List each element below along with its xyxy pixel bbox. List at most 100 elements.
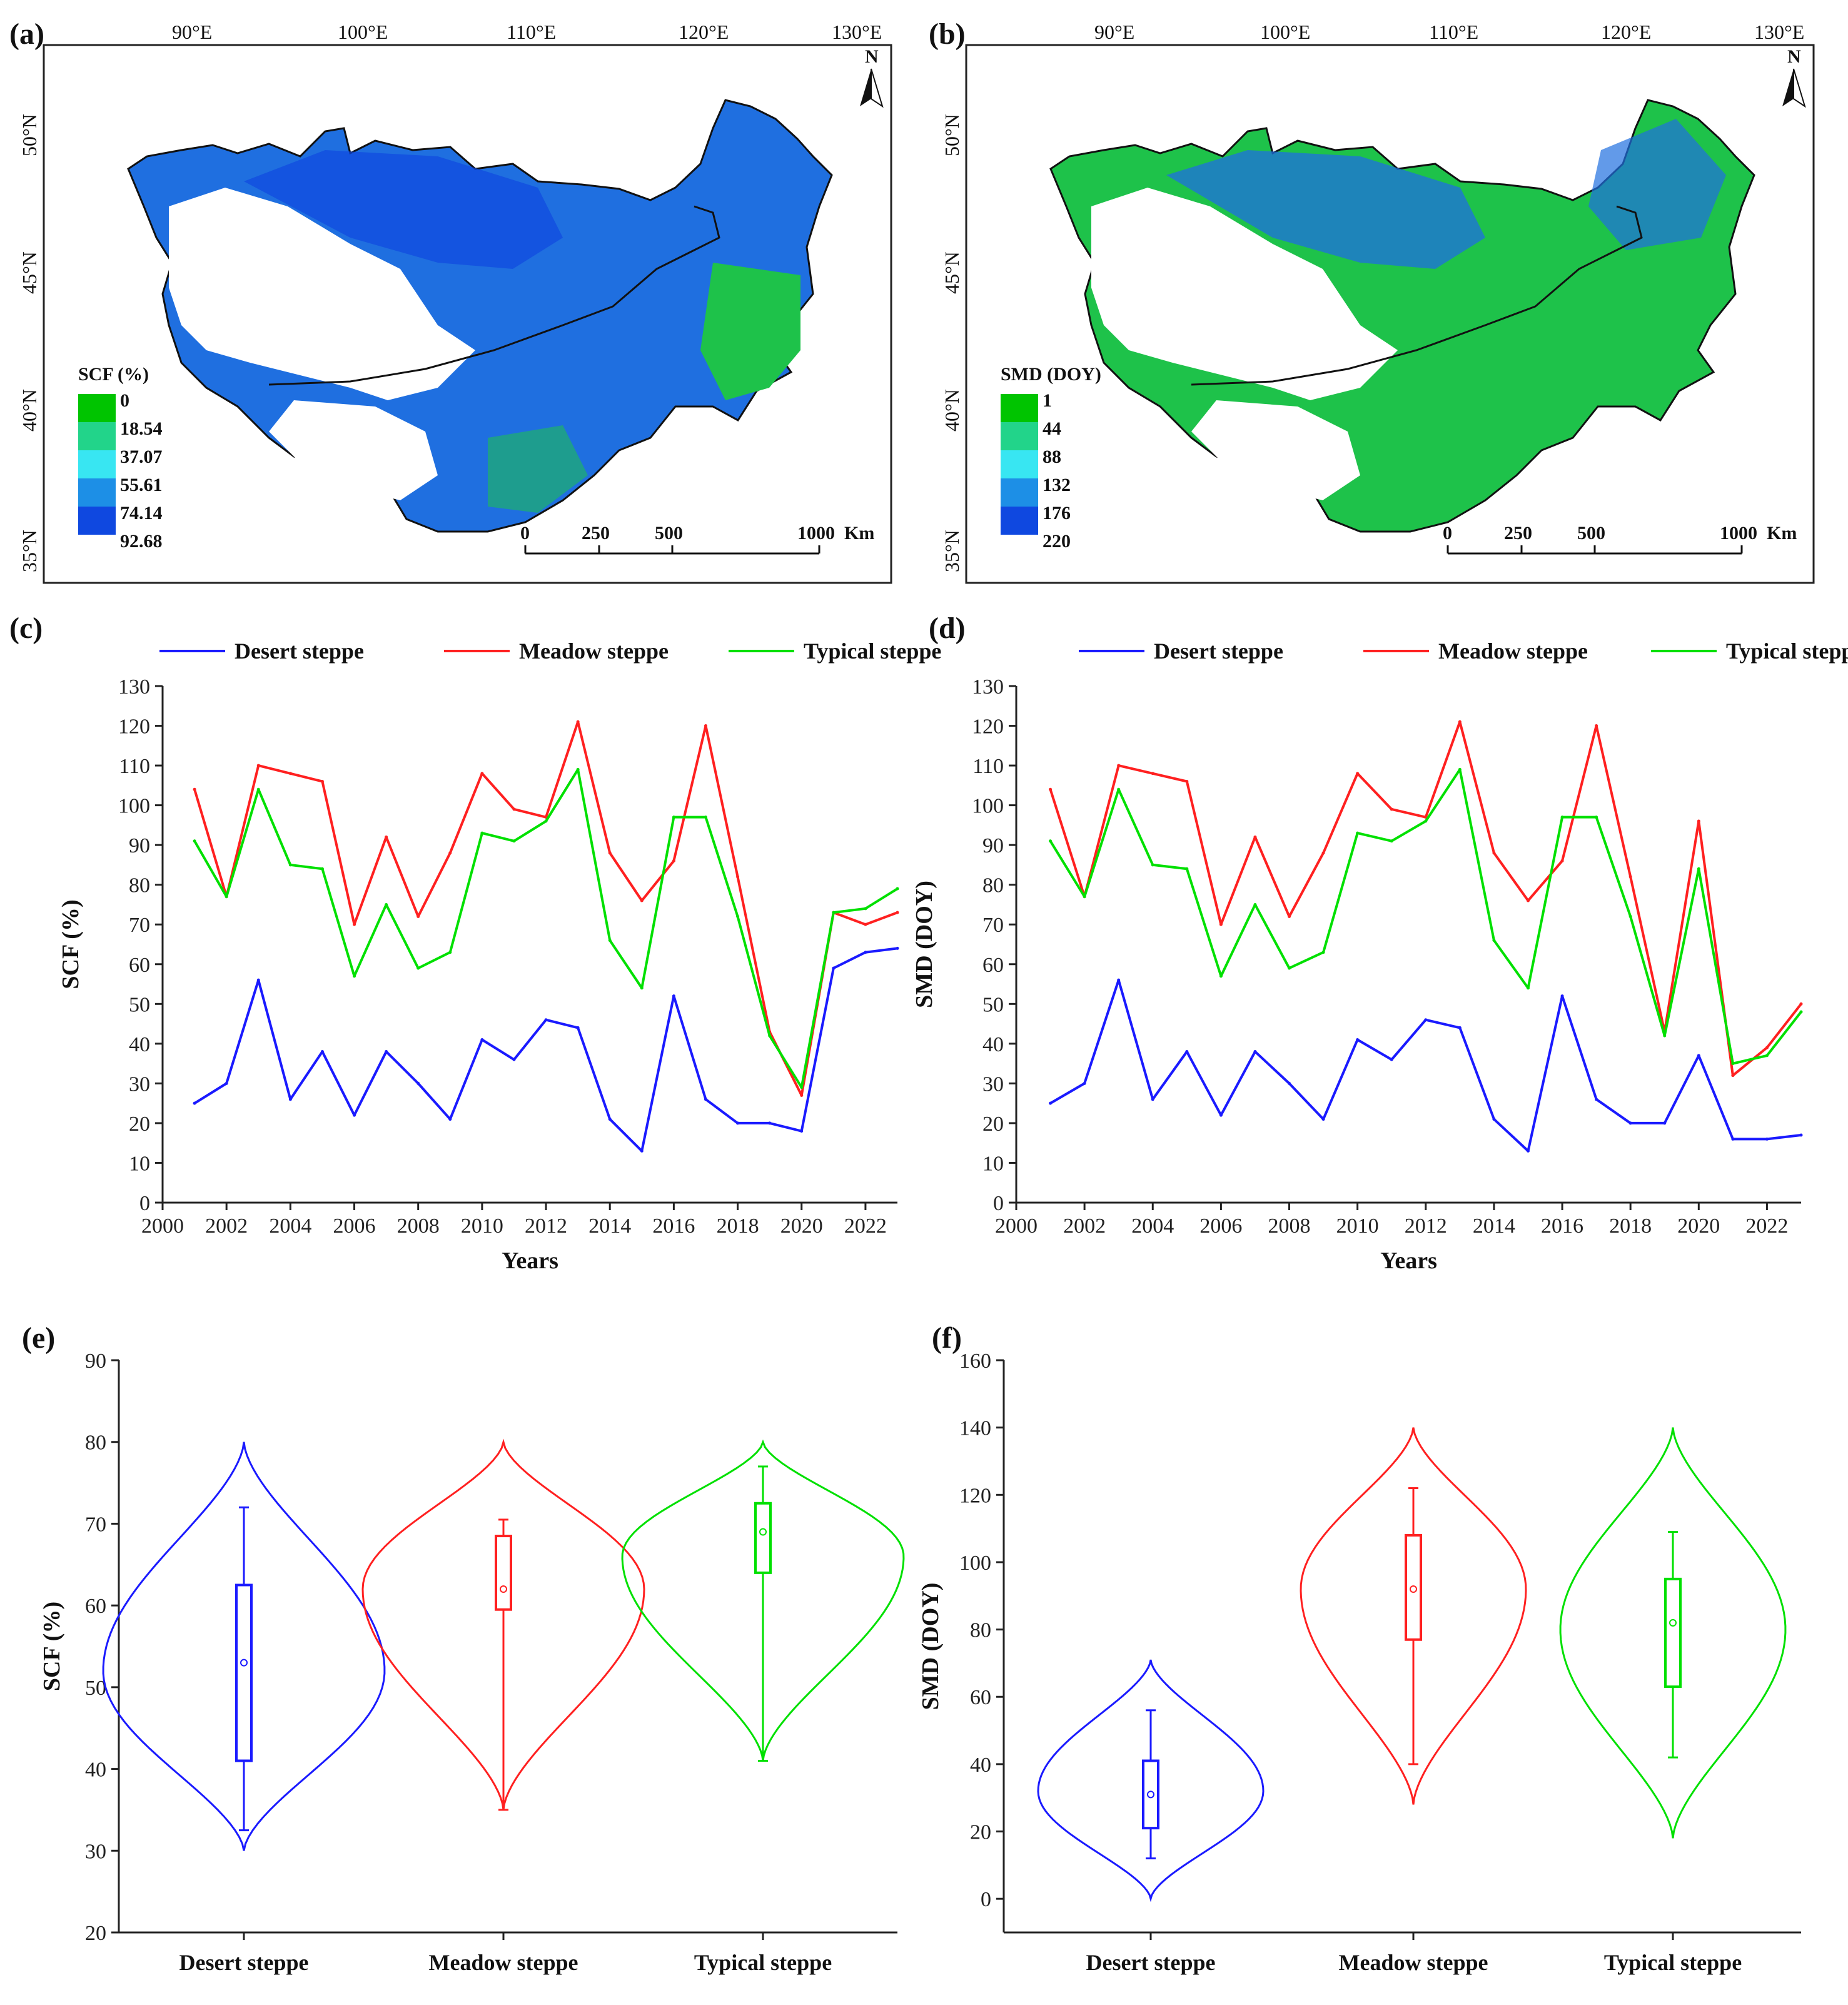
data-point-meadow-steppe bbox=[1526, 899, 1530, 902]
category-label-desert-steppe: Desert steppe bbox=[179, 1950, 309, 1975]
box-typical-steppe bbox=[754, 1502, 772, 1574]
violin-desert-steppe bbox=[1037, 1659, 1265, 1902]
category-label-desert-steppe: Desert steppe bbox=[1086, 1950, 1216, 1975]
data-point-desert-steppe bbox=[1697, 1054, 1700, 1058]
data-point-meadow-steppe bbox=[193, 787, 196, 791]
data-point-desert-steppe bbox=[225, 1081, 228, 1085]
x-tick-label: 2016 bbox=[652, 1215, 695, 1238]
y-tick-label: 40 bbox=[982, 1033, 1004, 1056]
box-desert-steppe bbox=[235, 1583, 253, 1762]
violin-typical-steppe bbox=[1559, 1427, 1787, 1839]
data-point-meadow-steppe bbox=[1595, 724, 1598, 728]
y-tick-label: 40 bbox=[85, 1759, 106, 1782]
y-tick-label: 10 bbox=[129, 1152, 150, 1175]
y-tick-label: 160 bbox=[959, 1350, 991, 1373]
data-point-typical-steppe bbox=[544, 819, 548, 823]
y-axis-label: SMD (DOY) bbox=[911, 881, 937, 1008]
data-point-desert-steppe bbox=[1356, 1038, 1360, 1041]
violin-meadow-steppe bbox=[1300, 1427, 1527, 1805]
data-point-desert-steppe bbox=[800, 1129, 804, 1133]
x-tick-label: 2020 bbox=[780, 1215, 823, 1238]
y-tick-label: 140 bbox=[959, 1417, 991, 1440]
data-point-desert-steppe bbox=[832, 966, 836, 970]
legend-swatch-a-1 bbox=[78, 394, 116, 422]
data-point-meadow-steppe bbox=[1288, 915, 1291, 919]
y-tick-label: 20 bbox=[85, 1922, 106, 1945]
y-tick-label: 90 bbox=[129, 834, 150, 857]
x-tick-label: 2012 bbox=[525, 1215, 567, 1238]
legend-swatch-b-2 bbox=[1001, 422, 1038, 450]
data-point-desert-steppe bbox=[480, 1038, 484, 1041]
legend-label-typical-steppe: Typical steppe bbox=[1726, 639, 1848, 664]
legend-swatch-b-1 bbox=[1001, 394, 1038, 422]
x-axis-label: Years bbox=[1380, 1248, 1437, 1274]
legend-swatch-b-4 bbox=[1001, 478, 1038, 507]
data-point-typical-steppe bbox=[1697, 867, 1700, 871]
data-point-meadow-steppe bbox=[1185, 779, 1189, 783]
legend-value-b-5: 176 bbox=[1043, 503, 1071, 523]
data-point-desert-steppe bbox=[1458, 1026, 1462, 1029]
data-point-typical-steppe bbox=[1356, 831, 1360, 835]
box-meadow-steppe bbox=[1405, 1533, 1422, 1641]
data-point-meadow-steppe bbox=[1321, 851, 1325, 855]
y-tick-label: 30 bbox=[982, 1073, 1004, 1096]
legend-swatch-b-5 bbox=[1001, 507, 1038, 535]
data-point-typical-steppe bbox=[225, 895, 228, 899]
y-tick-label: 20 bbox=[982, 1113, 1004, 1136]
data-point-desert-steppe bbox=[1526, 1149, 1530, 1153]
steppe-region-map-a bbox=[127, 99, 833, 533]
data-point-typical-steppe bbox=[832, 911, 836, 914]
north-label-a: N bbox=[865, 46, 879, 67]
data-point-meadow-steppe bbox=[896, 911, 899, 914]
data-point-desert-steppe bbox=[193, 1101, 196, 1105]
y-tick-label: 0 bbox=[993, 1192, 1004, 1215]
data-point-typical-steppe bbox=[1151, 863, 1154, 867]
legend-swatch-a-5 bbox=[78, 507, 116, 535]
panel-label: (c) bbox=[9, 612, 43, 645]
series-line-desert-steppe bbox=[1049, 979, 1802, 1153]
scale-label-b-km: Km bbox=[1767, 523, 1797, 543]
data-point-typical-steppe bbox=[1253, 902, 1257, 906]
panel-label-b: (b) bbox=[929, 18, 966, 51]
data-point-desert-steppe bbox=[385, 1050, 388, 1054]
legend-label-typical-steppe: Typical steppe bbox=[804, 639, 941, 664]
data-point-meadow-steppe bbox=[512, 807, 516, 811]
data-point-meadow-steppe bbox=[256, 764, 260, 767]
data-point-meadow-steppe bbox=[417, 915, 420, 919]
data-point-desert-steppe bbox=[608, 1118, 612, 1121]
data-point-meadow-steppe bbox=[1628, 875, 1632, 879]
lat-label-a-50: 50°N bbox=[18, 114, 41, 156]
y-tick-label: 70 bbox=[982, 914, 1004, 937]
map-frame-b bbox=[965, 44, 1815, 584]
data-point-desert-steppe bbox=[640, 1149, 644, 1153]
data-point-meadow-steppe bbox=[672, 859, 675, 863]
data-point-meadow-steppe bbox=[320, 779, 324, 783]
x-tick-label: 2004 bbox=[269, 1215, 311, 1238]
violin-desert-steppe bbox=[102, 1442, 386, 1851]
category-label-typical-steppe: Typical steppe bbox=[1604, 1950, 1742, 1975]
data-point-typical-steppe bbox=[1560, 816, 1564, 819]
data-point-typical-steppe bbox=[576, 767, 580, 771]
legend-map-a: SCF (%) 0 18.54 37.07 55.61 74.14 92.68 bbox=[78, 364, 163, 552]
data-point-meadow-steppe bbox=[1390, 807, 1393, 811]
x-tick-label: 2006 bbox=[333, 1215, 376, 1238]
legend-title-a: SCF (%) bbox=[78, 364, 149, 385]
data-point-desert-steppe bbox=[1492, 1118, 1496, 1121]
y-axis-label: SCF (%) bbox=[39, 1602, 65, 1691]
data-point-meadow-steppe bbox=[1765, 1046, 1769, 1049]
y-tick-label: 60 bbox=[970, 1686, 991, 1709]
line-chart-c: (c) 0 10 20 30 40 50 60 70 80 90 100 110 120 130 2000 20… bbox=[9, 612, 941, 1274]
data-point-typical-steppe bbox=[704, 816, 707, 819]
y-tick-label: 110 bbox=[972, 755, 1004, 778]
data-point-desert-steppe bbox=[1390, 1058, 1393, 1061]
violin-chart-e: (e) 20 30 40 50 60 70 80 90 SCF (%) Desert steppe M… bbox=[22, 1321, 905, 1975]
legend-value-b-3: 88 bbox=[1043, 447, 1061, 467]
lat-label-a-40: 40°N bbox=[18, 389, 41, 432]
data-point-desert-steppe bbox=[417, 1081, 420, 1085]
data-point-meadow-steppe bbox=[1253, 835, 1257, 839]
data-point-meadow-steppe bbox=[1458, 720, 1462, 724]
data-point-meadow-steppe bbox=[1492, 851, 1496, 855]
legend-swatch-a-4 bbox=[78, 478, 116, 507]
data-point-desert-steppe bbox=[1151, 1098, 1154, 1101]
